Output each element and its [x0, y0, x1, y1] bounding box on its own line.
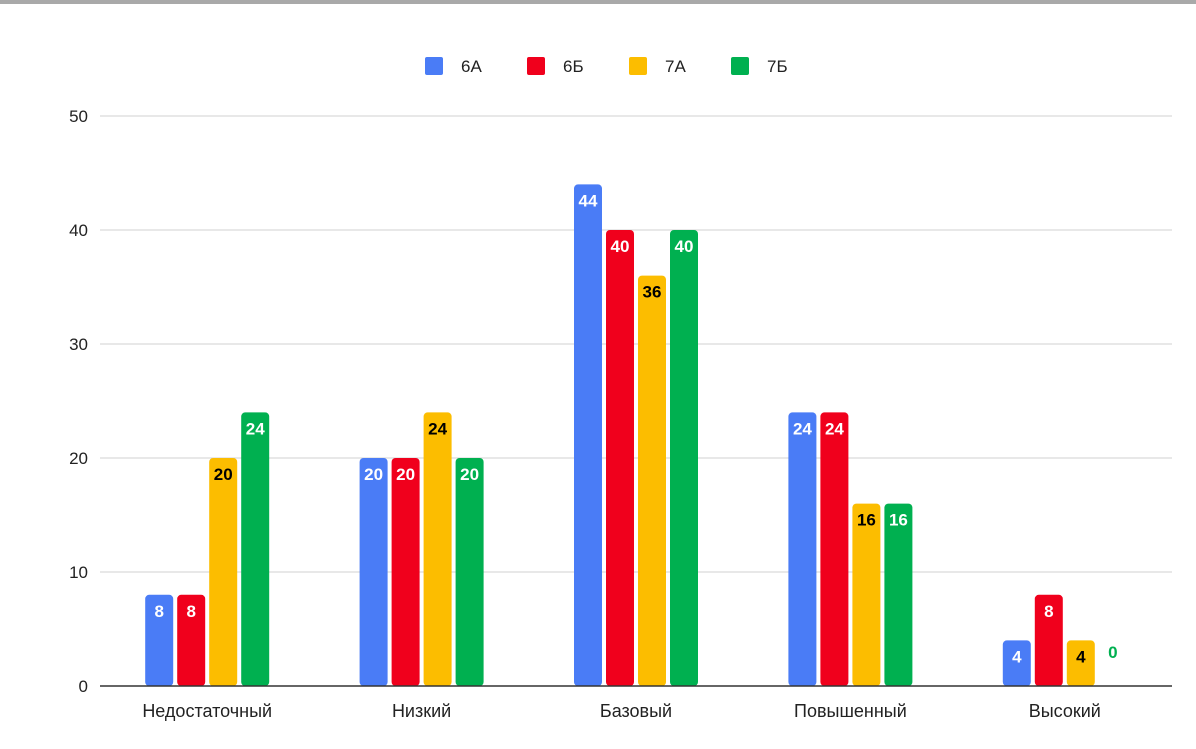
y-tick-label: 0: [79, 677, 88, 696]
bar: [788, 412, 817, 686]
bar: [177, 594, 206, 686]
data-label: 16: [857, 511, 876, 530]
x-axis-ticks: Недостаточный Низкий Базовый Повышенный Высо…: [142, 701, 1101, 721]
x-tick-label: Повышенный: [794, 701, 907, 721]
data-label: 8: [1044, 602, 1053, 621]
data-label: 0: [1108, 643, 1117, 662]
top-divider: [0, 0, 1196, 4]
data-label: 8: [186, 602, 195, 621]
x-tick-label: Базовый: [600, 701, 672, 721]
x-tick-label: Низкий: [392, 701, 451, 721]
data-label: 44: [579, 191, 598, 210]
data-label: 24: [246, 419, 265, 438]
data-label: 24: [428, 419, 447, 438]
bar: [884, 503, 913, 686]
bar: [1002, 640, 1031, 686]
bar: [670, 230, 698, 686]
data-label: 20: [460, 465, 479, 484]
gridlines: [100, 115, 1172, 573]
y-tick-label: 10: [69, 563, 88, 582]
bar: [1066, 640, 1095, 686]
bar: [455, 458, 484, 686]
y-tick-label: 40: [69, 221, 88, 240]
legend-swatch: [527, 57, 545, 75]
legend-label: 7Б: [767, 57, 788, 76]
data-label: 4: [1076, 647, 1086, 666]
bar: [638, 275, 666, 686]
data-label: 4: [1012, 647, 1022, 666]
bar: [852, 503, 881, 686]
y-tick-label: 30: [69, 335, 88, 354]
bar: [1034, 594, 1063, 686]
bar: [391, 458, 420, 686]
bar: [574, 184, 602, 686]
legend-label: 6А: [461, 57, 482, 76]
data-label: 36: [643, 283, 662, 302]
y-tick-label: 50: [69, 107, 88, 126]
legend-swatch: [731, 57, 749, 75]
bar: [820, 412, 849, 686]
y-axis-ticks: 0 10 20 30 40 50: [69, 107, 88, 696]
bar: [241, 412, 270, 686]
legend-swatch: [425, 57, 443, 75]
bars: [145, 184, 1095, 686]
data-label: 40: [611, 237, 630, 256]
data-label: 24: [793, 419, 812, 438]
bar: [359, 458, 388, 686]
data-label: 24: [825, 419, 844, 438]
data-label: 16: [889, 511, 908, 530]
x-tick-label: Высокий: [1029, 701, 1101, 721]
legend-swatch: [629, 57, 647, 75]
legend: 6А 6Б 7А 7Б: [425, 57, 788, 76]
bar: [606, 230, 634, 686]
data-label: 20: [364, 465, 383, 484]
data-label: 20: [396, 465, 415, 484]
bar: [209, 458, 238, 686]
bar: [423, 412, 452, 686]
legend-label: 7А: [665, 57, 686, 76]
y-tick-label: 20: [69, 449, 88, 468]
legend-label: 6Б: [563, 57, 584, 76]
bar: [145, 594, 174, 686]
data-label: 20: [214, 465, 233, 484]
data-label: 8: [154, 602, 163, 621]
x-tick-label: Недостаточный: [142, 701, 272, 721]
data-label: 40: [675, 237, 694, 256]
